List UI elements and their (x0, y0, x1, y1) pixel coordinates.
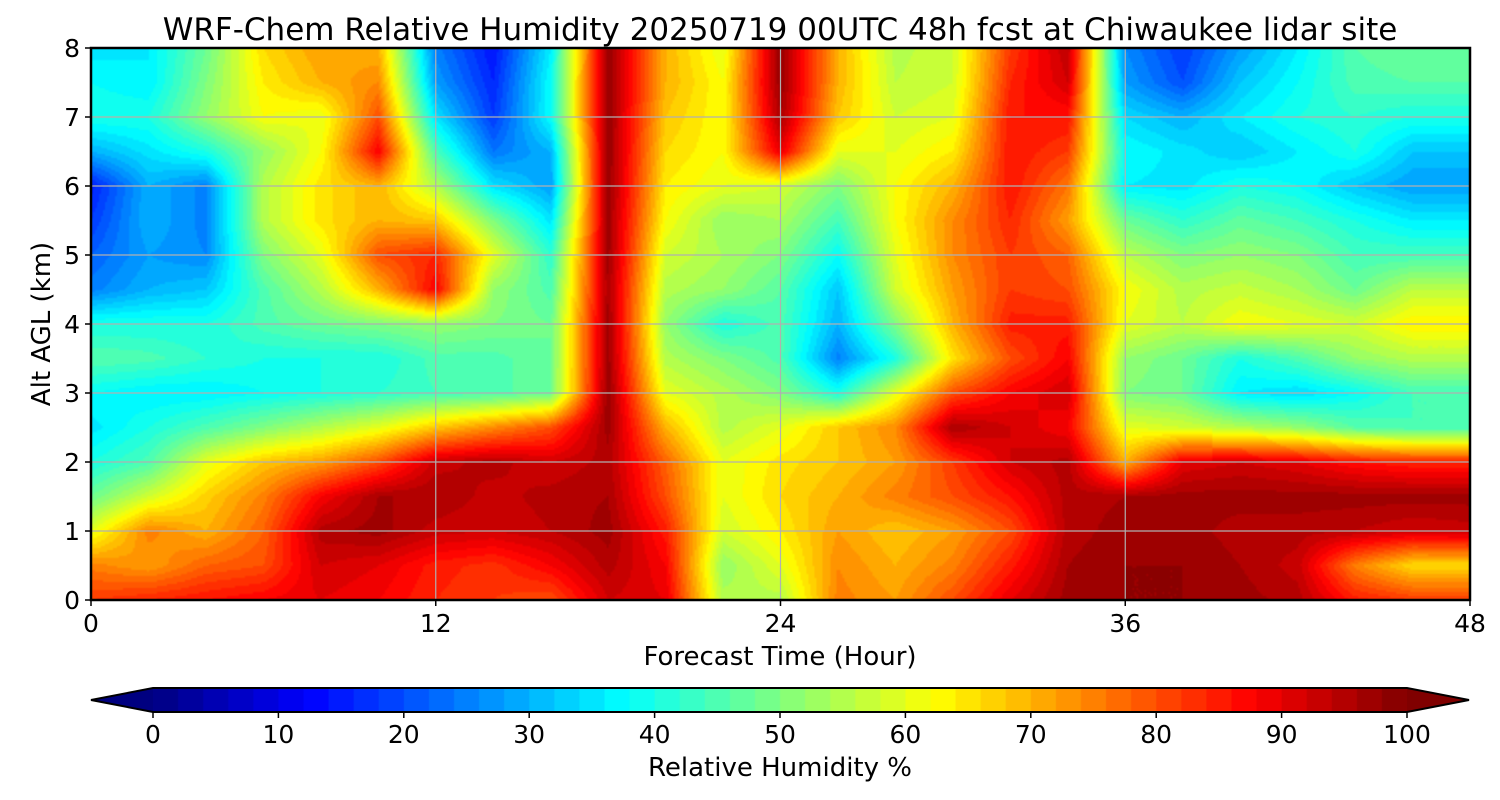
y-tick-label: 0 (64, 586, 80, 615)
colorbar-gradient (153, 688, 1407, 712)
y-tick-label: 6 (64, 172, 80, 201)
colorbar-tick-label: 100 (1383, 720, 1431, 749)
y-tick-label: 4 (64, 310, 80, 339)
y-tick-label: 5 (64, 241, 80, 270)
colorbar-extend-low (91, 688, 153, 712)
x-tick-label: 48 (1454, 609, 1486, 638)
colorbar-tick-label: 20 (388, 720, 420, 749)
y-axis-label: Alt AGL (km) (27, 242, 57, 406)
colorbar-tick-label: 40 (639, 720, 671, 749)
y-tick-label: 3 (64, 379, 80, 408)
colorbar-tick-label: 70 (1015, 720, 1047, 749)
x-tick-label: 12 (420, 609, 452, 638)
colorbar-tick-label: 50 (764, 720, 796, 749)
colorbar-tick-label: 30 (513, 720, 545, 749)
colorbar-tick-label: 90 (1266, 720, 1298, 749)
colorbar-tick-label: 0 (145, 720, 161, 749)
colorbar-tick-label: 60 (889, 720, 921, 749)
x-tick-label: 36 (1109, 609, 1141, 638)
x-tick-label: 24 (765, 609, 797, 638)
y-tick-label: 7 (64, 103, 80, 132)
colorbar-tick-label: 80 (1140, 720, 1172, 749)
y-tick-label: 1 (64, 517, 80, 546)
y-tick-label: 2 (64, 448, 80, 477)
x-tick-label: 0 (83, 609, 99, 638)
x-axis-label: Forecast Time (Hour) (643, 642, 916, 672)
x-axis-ticks: 0 12 24 36 48 (83, 600, 1486, 638)
colorbar-extend-high (1407, 688, 1469, 712)
y-tick-label: 8 (64, 34, 80, 63)
chart-title: WRF-Chem Relative Humidity 20250719 00UT… (163, 12, 1398, 48)
colorbar-tick-label: 10 (262, 720, 294, 749)
y-axis-ticks: 0 1 2 3 4 5 6 7 8 (64, 34, 91, 615)
colorbar-ticks: 0 10 20 30 40 50 60 70 80 90 100 (145, 712, 1431, 749)
colorbar-label: Relative Humidity % (648, 753, 912, 783)
colorbar: 0 10 20 30 40 50 60 70 80 90 100 Relative Humidity… (90, 687, 1470, 783)
